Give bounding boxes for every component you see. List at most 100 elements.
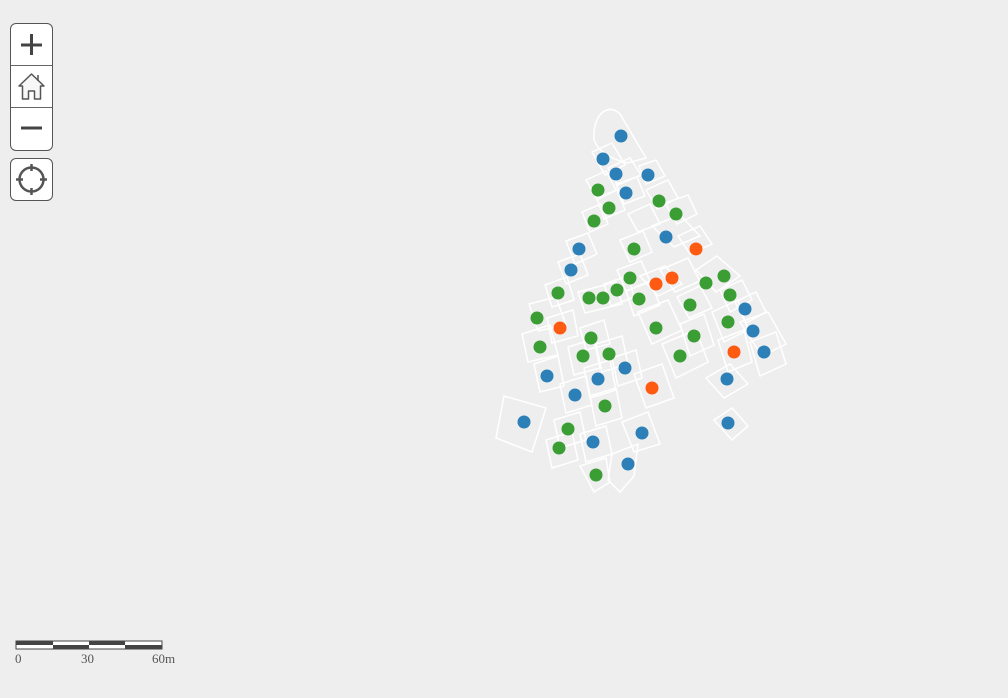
map-point-green[interactable]	[649, 321, 663, 335]
map-point-green[interactable]	[683, 298, 697, 312]
map-point-green[interactable]	[602, 347, 616, 361]
map-point-blue[interactable]	[635, 426, 649, 440]
parcel-outline	[618, 230, 653, 263]
map-point-green[interactable]	[610, 283, 624, 297]
parcel-outline	[679, 312, 715, 358]
map-point-blue[interactable]	[586, 435, 600, 449]
map-point-blue[interactable]	[621, 457, 635, 471]
map-point-blue[interactable]	[564, 263, 578, 277]
parcel-outline	[553, 411, 587, 449]
map-point-blue[interactable]	[572, 242, 586, 256]
parcel-outline	[717, 328, 753, 374]
parcel-outline	[590, 142, 627, 176]
parcel-outlines	[495, 108, 788, 494]
scale-label-end: 60m	[152, 651, 176, 666]
scale-label-mid: 30	[81, 651, 94, 666]
map-point-green[interactable]	[598, 399, 612, 413]
map-point-green[interactable]	[699, 276, 713, 290]
map-point-green[interactable]	[596, 291, 610, 305]
map-point-blue[interactable]	[614, 129, 628, 143]
map-point-blue[interactable]	[757, 345, 771, 359]
map-point-green[interactable]	[602, 201, 616, 215]
parcel-outline	[633, 363, 675, 409]
parcel-outline	[626, 203, 662, 233]
map-point-green[interactable]	[652, 194, 666, 208]
map-point-green[interactable]	[723, 288, 737, 302]
map-point-green[interactable]	[673, 349, 687, 363]
parcel-outline	[704, 363, 750, 399]
home-button[interactable]	[11, 66, 52, 108]
map-point-green[interactable]	[623, 271, 637, 285]
map-point-green[interactable]	[632, 292, 646, 306]
map-point-green[interactable]	[589, 468, 603, 482]
zoom-controls	[10, 23, 53, 151]
parcel-outline	[557, 253, 589, 285]
parcel-outline	[521, 324, 559, 363]
map-point-blue[interactable]	[596, 152, 610, 166]
zoom-out-button[interactable]	[11, 108, 52, 150]
minus-icon	[21, 126, 42, 130]
map-point-green[interactable]	[584, 331, 598, 345]
map-point-green[interactable]	[717, 269, 731, 283]
parcel-outline	[495, 395, 547, 453]
map-point-green[interactable]	[552, 441, 566, 455]
map-point-blue[interactable]	[720, 372, 734, 386]
parcel-outline	[545, 431, 579, 469]
parcel-outline	[544, 276, 575, 308]
map-point-green[interactable]	[627, 242, 641, 256]
parcel-outline	[611, 349, 643, 387]
parcel-outline	[578, 457, 611, 494]
map-points[interactable]	[517, 129, 771, 482]
home-icon	[18, 73, 45, 100]
map-point-blue[interactable]	[540, 369, 554, 383]
map-point-green[interactable]	[530, 311, 544, 325]
map-point-blue[interactable]	[568, 388, 582, 402]
map-point-orange[interactable]	[665, 271, 679, 285]
parcel-outline	[546, 309, 579, 344]
scale-bar-graphic	[15, 640, 163, 650]
zoom-in-button[interactable]	[11, 24, 52, 66]
map-point-blue[interactable]	[618, 361, 632, 375]
locate-crosshair-icon	[16, 164, 47, 195]
map-point-green[interactable]	[576, 349, 590, 363]
map-point-orange[interactable]	[689, 242, 703, 256]
map-point-orange[interactable]	[645, 381, 659, 395]
scale-label-start: 0	[15, 651, 22, 666]
parcel-outline	[616, 260, 652, 292]
parcel-outline	[738, 311, 788, 357]
map-point-blue[interactable]	[659, 230, 673, 244]
map-point-green[interactable]	[533, 340, 547, 354]
map-point-green[interactable]	[551, 286, 565, 300]
map-point-green[interactable]	[561, 422, 575, 436]
parcel-outline	[577, 281, 623, 314]
map-point-green[interactable]	[587, 214, 601, 228]
scale-bar: 0 30 60m	[15, 639, 195, 669]
map-point-orange[interactable]	[727, 345, 741, 359]
parcel-outline	[712, 407, 750, 442]
map-point-green[interactable]	[582, 291, 596, 305]
parcel-outline	[675, 285, 714, 319]
map-point-blue[interactable]	[738, 302, 752, 316]
parcel-outline	[621, 411, 661, 453]
map-point-orange[interactable]	[649, 277, 663, 291]
map-point-blue[interactable]	[517, 415, 531, 429]
map-point-blue[interactable]	[721, 416, 735, 430]
parcel-outline	[596, 189, 626, 221]
map-point-blue[interactable]	[641, 168, 655, 182]
map-point-green[interactable]	[669, 207, 683, 221]
map-point-green[interactable]	[687, 329, 701, 343]
parcel-outline	[661, 329, 709, 380]
parcel-outline	[676, 225, 714, 255]
map-point-blue[interactable]	[619, 186, 633, 200]
map-point-blue[interactable]	[609, 167, 623, 181]
map-point-green[interactable]	[591, 183, 605, 197]
parcel-outline	[658, 257, 702, 293]
map-point-blue[interactable]	[746, 324, 760, 338]
plus-icon	[21, 34, 42, 55]
map-point-green[interactable]	[721, 315, 735, 329]
map-point-orange[interactable]	[553, 321, 567, 335]
parcel-outline	[533, 355, 565, 393]
locate-button[interactable]	[10, 158, 53, 201]
map-point-blue[interactable]	[591, 372, 605, 386]
